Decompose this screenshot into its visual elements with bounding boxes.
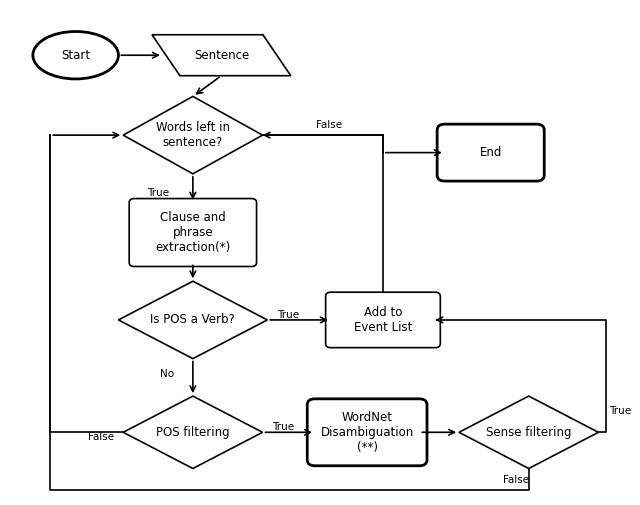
Text: Words left in
sentence?: Words left in sentence?: [156, 121, 230, 149]
Text: Sense filtering: Sense filtering: [486, 426, 572, 439]
Text: True: True: [277, 310, 299, 320]
FancyBboxPatch shape: [326, 292, 440, 347]
Text: False: False: [316, 120, 342, 130]
Ellipse shape: [33, 31, 118, 79]
Text: True: True: [272, 422, 294, 432]
Polygon shape: [118, 281, 268, 359]
Text: Start: Start: [61, 48, 90, 62]
Polygon shape: [123, 396, 262, 469]
Text: True: True: [609, 406, 631, 416]
Text: True: True: [147, 188, 169, 198]
Text: WordNet
Disambiguation
(**): WordNet Disambiguation (**): [321, 411, 413, 454]
Text: No: No: [161, 369, 175, 379]
FancyBboxPatch shape: [129, 198, 257, 267]
Text: Is POS a Verb?: Is POS a Verb?: [150, 314, 236, 326]
Text: POS filtering: POS filtering: [156, 426, 230, 439]
Text: Add to
Event List: Add to Event List: [354, 306, 412, 334]
Polygon shape: [459, 396, 598, 469]
Polygon shape: [123, 96, 262, 174]
Polygon shape: [152, 35, 291, 76]
FancyBboxPatch shape: [437, 124, 544, 181]
Text: False: False: [503, 475, 529, 484]
Text: Sentence: Sentence: [194, 48, 249, 62]
Text: False: False: [88, 432, 114, 442]
Text: Clause and
phrase
extraction(*): Clause and phrase extraction(*): [156, 211, 230, 254]
FancyBboxPatch shape: [307, 399, 427, 466]
Text: End: End: [479, 146, 502, 159]
